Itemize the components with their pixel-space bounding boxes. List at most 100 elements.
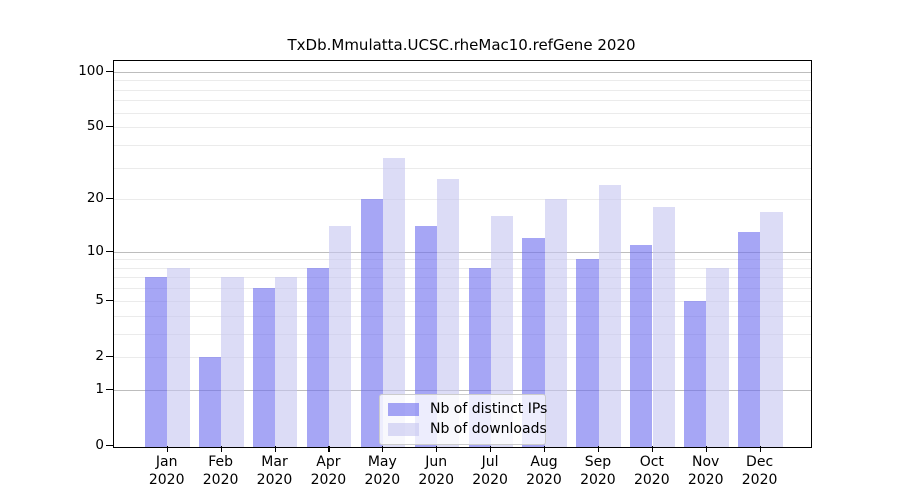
x-tick-month: May [367, 454, 397, 470]
gridline-minor [114, 356, 811, 358]
y-tick-label: 2 [95, 347, 104, 364]
legend-label: Nb of distinct IPs [430, 401, 548, 417]
x-tick-mark [759, 446, 761, 452]
bar-downloads-may [383, 157, 406, 447]
gridline-minor [114, 100, 811, 102]
y-tick-label: 0 [95, 437, 104, 453]
x-tick-mark [705, 446, 707, 452]
x-tick-year: 2020 [256, 472, 293, 488]
x-tick-year: 2020 [148, 472, 185, 488]
bar-ips-sep [576, 259, 599, 447]
legend-entry: Nb of distinct IPs [380, 399, 548, 419]
x-tick-year: 2020 [741, 472, 778, 488]
bar-downloads-jan [167, 267, 190, 447]
bar-downloads-apr [329, 226, 352, 447]
x-tick-month: Sep [584, 454, 612, 470]
x-tick-label: Mar 2020 [245, 453, 305, 489]
bar-downloads-feb [221, 277, 244, 447]
x-tick-year: 2020 [310, 472, 347, 488]
gridline-minor [114, 267, 811, 269]
gridline-major [114, 71, 811, 73]
x-tick-label: Oct 2020 [622, 453, 682, 489]
x-tick-month: Jun [425, 454, 448, 470]
x-tick-mark [436, 446, 438, 452]
x-tick-mark [651, 446, 653, 452]
y-tick-label: 20 [86, 190, 104, 207]
x-tick-label: Jan 2020 [137, 453, 197, 489]
y-tick-label: 5 [95, 291, 104, 308]
x-tick-month: Oct [639, 454, 664, 470]
x-tick-month: Apr [316, 454, 341, 470]
bar-ips-jun [414, 226, 437, 447]
legend-label: Nb of downloads [430, 421, 547, 437]
x-tick-year: 2020 [472, 472, 508, 488]
bar-downloads-jun [436, 178, 460, 447]
y-tick-mark [106, 355, 113, 358]
bar-downloads-jul [490, 216, 514, 447]
x-tick-label: Feb 2020 [191, 453, 251, 489]
legend-entry: Nb of downloads [380, 419, 547, 439]
x-tick-year: 2020 [687, 472, 724, 488]
gridline-minor [114, 315, 811, 317]
x-tick-mark [597, 446, 600, 452]
x-tick-label: Dec 2020 [730, 453, 790, 489]
bar-ips-nov [684, 300, 707, 447]
plot-area: Nb of distinct IPs Nb of downloads [113, 60, 812, 448]
x-tick-mark [328, 446, 330, 452]
bar-downloads-mar [275, 277, 298, 447]
y-tick-mark [106, 70, 113, 72]
x-tick-month: Dec [746, 454, 774, 470]
gridline-minor [114, 127, 811, 129]
gridline-minor [114, 300, 811, 302]
legend-swatch [388, 422, 419, 436]
x-tick-year: 2020 [202, 472, 239, 488]
gridline-major [114, 251, 811, 253]
gridline-minor [114, 259, 811, 261]
x-tick-month: Nov [692, 454, 720, 470]
x-tick-year: 2020 [526, 472, 562, 488]
y-tick-label: 1 [95, 380, 104, 397]
gridline-major [114, 389, 811, 391]
bar-ips-mar [252, 288, 276, 447]
x-tick-year: 2020 [364, 472, 401, 488]
gridline-minor [114, 89, 811, 91]
y-tick-mark [106, 250, 113, 252]
chart-title: TxDb.Mmulatta.UCSC.rheMac10.refGene 2020 [287, 36, 636, 54]
gridline-minor [114, 277, 811, 279]
gridline-minor [114, 288, 811, 290]
bar-ips-oct [630, 244, 653, 447]
x-tick-month: Aug [530, 454, 558, 470]
bar-ips-may [360, 199, 383, 447]
bar-ips-feb [199, 356, 222, 447]
y-tick-mark [106, 388, 113, 390]
bar-ips-apr [306, 267, 330, 447]
x-tick-mark [166, 446, 168, 452]
y-tick-mark [106, 198, 113, 200]
y-tick-label: 10 [86, 242, 104, 259]
y-tick-mark [106, 299, 113, 301]
y-tick-label: 50 [86, 118, 104, 135]
x-tick-mark [220, 446, 222, 452]
x-tick-month: Jul [481, 454, 499, 470]
x-tick-month: Feb [208, 454, 233, 470]
bar-downloads-nov [706, 267, 729, 447]
x-tick-mark [490, 446, 492, 452]
x-tick-label: Jun 2020 [406, 453, 466, 489]
x-tick-label: Apr 2020 [298, 453, 358, 489]
x-tick-label: Nov 2020 [676, 453, 736, 489]
bar-ips-jan [145, 277, 168, 447]
legend: Nb of distinct IPs Nb of downloads [379, 394, 548, 445]
bar-downloads-dec [760, 211, 783, 447]
bar-downloads-aug [544, 199, 567, 447]
x-tick-label: Sep 2020 [568, 453, 628, 489]
x-tick-month: Jan [155, 454, 178, 470]
x-tick-year: 2020 [580, 472, 616, 488]
x-tick-month: Mar [261, 454, 288, 470]
gridline-minor [114, 333, 811, 335]
gridline-minor [114, 199, 811, 201]
bar-ips-dec [738, 232, 761, 447]
gridline-minor [114, 112, 811, 114]
bar-downloads-sep [598, 184, 621, 447]
x-tick-label: Aug 2020 [514, 453, 574, 489]
